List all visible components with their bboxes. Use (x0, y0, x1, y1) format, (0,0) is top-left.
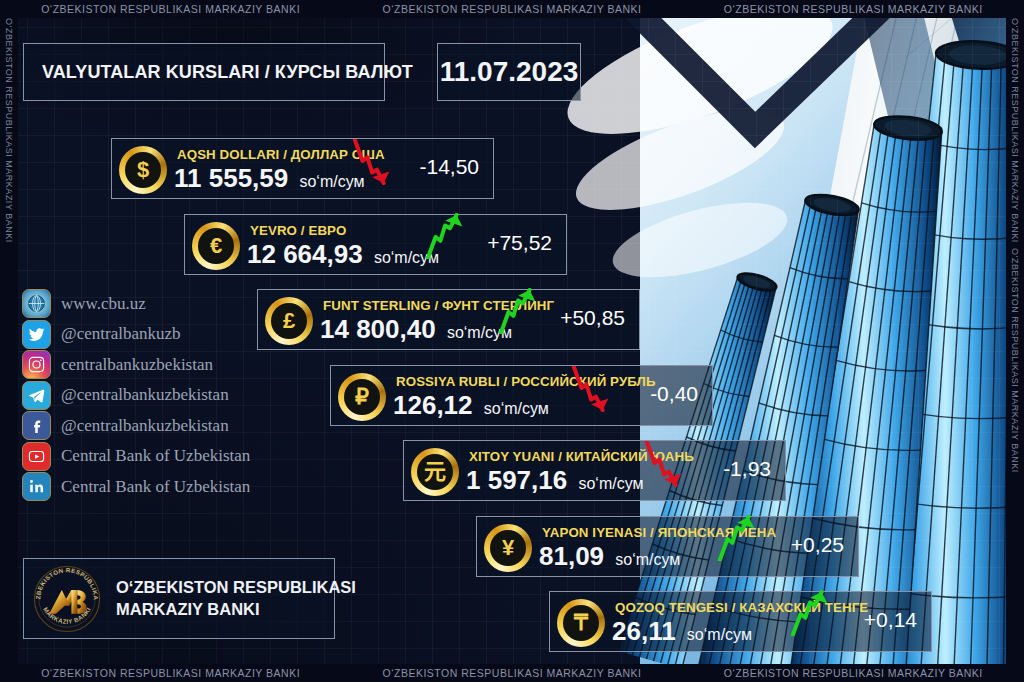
svg-text:O‘ZBEKISTON RESPUBLIKASI: O‘ZBEKISTON RESPUBLIKASI (30, 562, 100, 600)
